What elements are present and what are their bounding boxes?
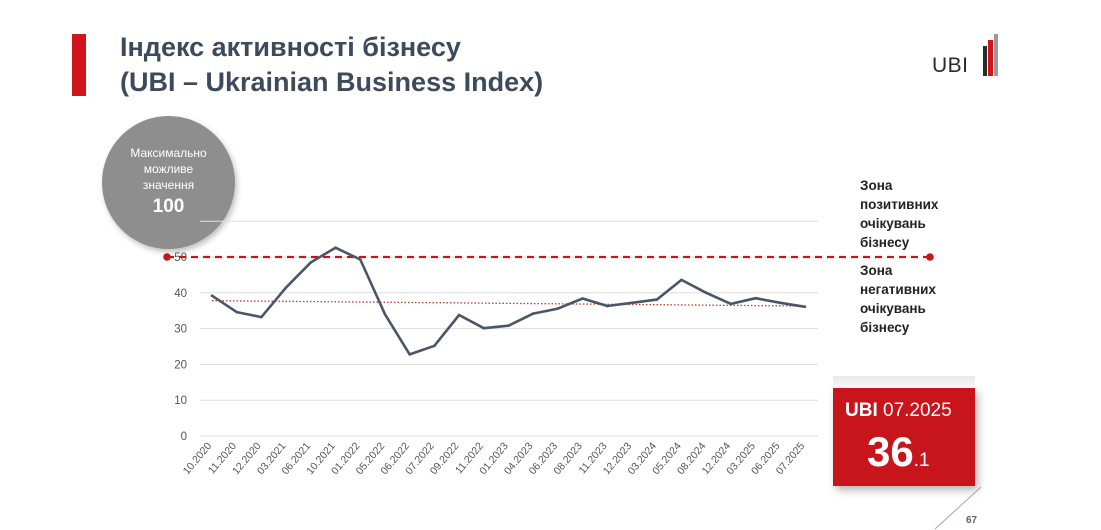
data-point [457, 313, 461, 317]
current-ubi-box: UBI 07.2025 36.1 [833, 376, 975, 486]
threshold-start-dot [163, 253, 171, 261]
page-corner-decoration [934, 486, 982, 530]
current-ubi-value: 36.1 [867, 428, 930, 476]
data-point [408, 353, 411, 356]
positive-zone-label: Зона позитивних очікувань бізнесу [860, 178, 939, 250]
data-point [556, 307, 560, 310]
data-point [630, 301, 634, 305]
data-point [334, 246, 337, 249]
data-point [260, 315, 263, 319]
logo-text: UBI [932, 54, 969, 77]
data-point [383, 312, 387, 316]
data-point [803, 305, 807, 309]
y-tick-label: 10 [174, 395, 187, 407]
data-point [482, 326, 486, 330]
data-point [655, 298, 659, 301]
data-point [309, 261, 313, 264]
y-tick-label: 40 [174, 288, 187, 300]
current-ubi-period: 07.2025 [883, 400, 952, 421]
data-point [729, 302, 733, 306]
data-point [754, 296, 757, 300]
data-point [581, 297, 584, 300]
ubi-logo: UBI [932, 34, 1002, 80]
negative-zone-label: Зона негативних очікувань бізнесу [860, 263, 936, 335]
current-ubi-label: UBI 07.2025 [845, 400, 952, 422]
threshold-end-dot [926, 253, 934, 261]
current-ubi-name: UBI [845, 400, 878, 421]
data-point [210, 294, 214, 297]
data-point [704, 291, 708, 295]
y-tick-label: 0 [181, 431, 187, 443]
data-point [235, 310, 239, 314]
max-value-label: Максимально можливе значення [130, 146, 207, 192]
page-number: 67 [966, 515, 978, 526]
data-point [606, 304, 609, 308]
data-point [433, 344, 436, 348]
data-point [284, 286, 288, 289]
current-ubi-value-main: 36 [867, 428, 914, 475]
title-accent-bar [72, 34, 86, 96]
max-value-circle: Максимально можливе значення 100 [102, 116, 235, 249]
logo-bars-icon [983, 34, 998, 76]
data-point [531, 312, 535, 315]
current-ubi-value-decimal: .1 [913, 450, 930, 471]
data-point [507, 324, 510, 328]
y-tick-label: 20 [174, 359, 187, 371]
data-point [358, 258, 362, 261]
max-value-number: 100 [152, 196, 185, 217]
data-point [680, 278, 683, 282]
trend-line [211, 300, 806, 307]
data-point [778, 301, 782, 305]
page-title: Індекс активності бізнесу (UBI – Ukraini… [120, 32, 544, 97]
y-tick-label: 30 [174, 324, 187, 336]
